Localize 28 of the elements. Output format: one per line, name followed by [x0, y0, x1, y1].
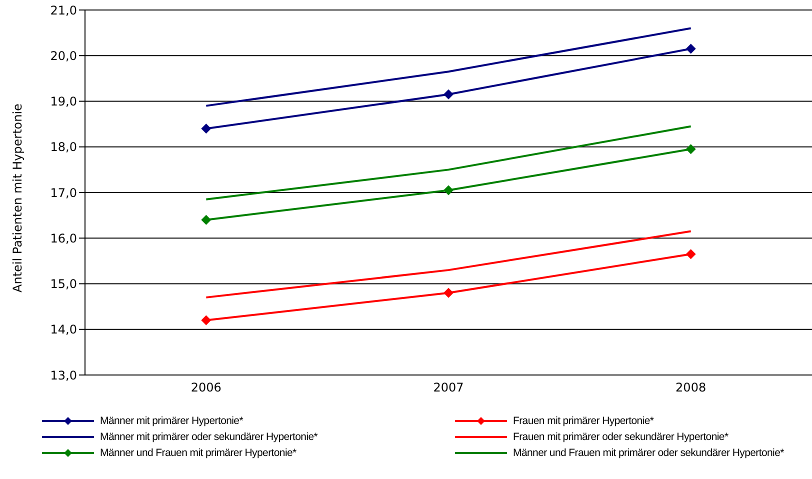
point [201, 315, 212, 326]
legend-label: Männer und Frauen mit primärer Hypertonie* [100, 447, 296, 459]
y-axis-title: Anteil Patienten mit Hypertonie [10, 104, 24, 292]
point [444, 288, 454, 298]
point [686, 144, 696, 154]
legend-label: Frauen mit primärer oder sekundärer Hypertonie* [513, 431, 728, 443]
y-tick-label: 13,0 [50, 368, 77, 382]
y-tick-label: 21,0 [50, 3, 77, 18]
y-tick-label: 15,0 [50, 277, 77, 292]
legend-label: Männer mit primärer Hypertonie* [100, 415, 244, 427]
point [201, 214, 212, 225]
y-tick-label: 16,0 [50, 231, 77, 246]
point [444, 89, 454, 100]
x-tick-label: 2007 [433, 380, 464, 395]
y-tick-label: 19,0 [50, 94, 77, 109]
point [686, 44, 696, 54]
x-tick-label: 2006 [190, 380, 222, 395]
x-tick-label: 2008 [676, 380, 706, 395]
y-tick-label: 20,0 [50, 48, 77, 63]
legend-label: Frauen mit primärer Hypertonie* [513, 415, 654, 427]
y-tick-label: 18,0 [50, 140, 77, 154]
point [201, 124, 212, 134]
y-tick-label: 14,0 [50, 322, 77, 337]
point [444, 185, 454, 196]
legend-label: Männer und Frauen mit primärer oder sekundärer Hypertonie* [513, 447, 784, 459]
y-tick-label: 17,0 [50, 186, 77, 200]
legend-label: Männer mit primärer oder sekundärer Hypertonie* [100, 431, 318, 443]
point [686, 249, 696, 260]
